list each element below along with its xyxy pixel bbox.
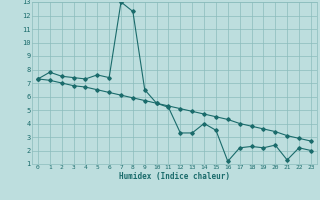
X-axis label: Humidex (Indice chaleur): Humidex (Indice chaleur) [119, 172, 230, 181]
